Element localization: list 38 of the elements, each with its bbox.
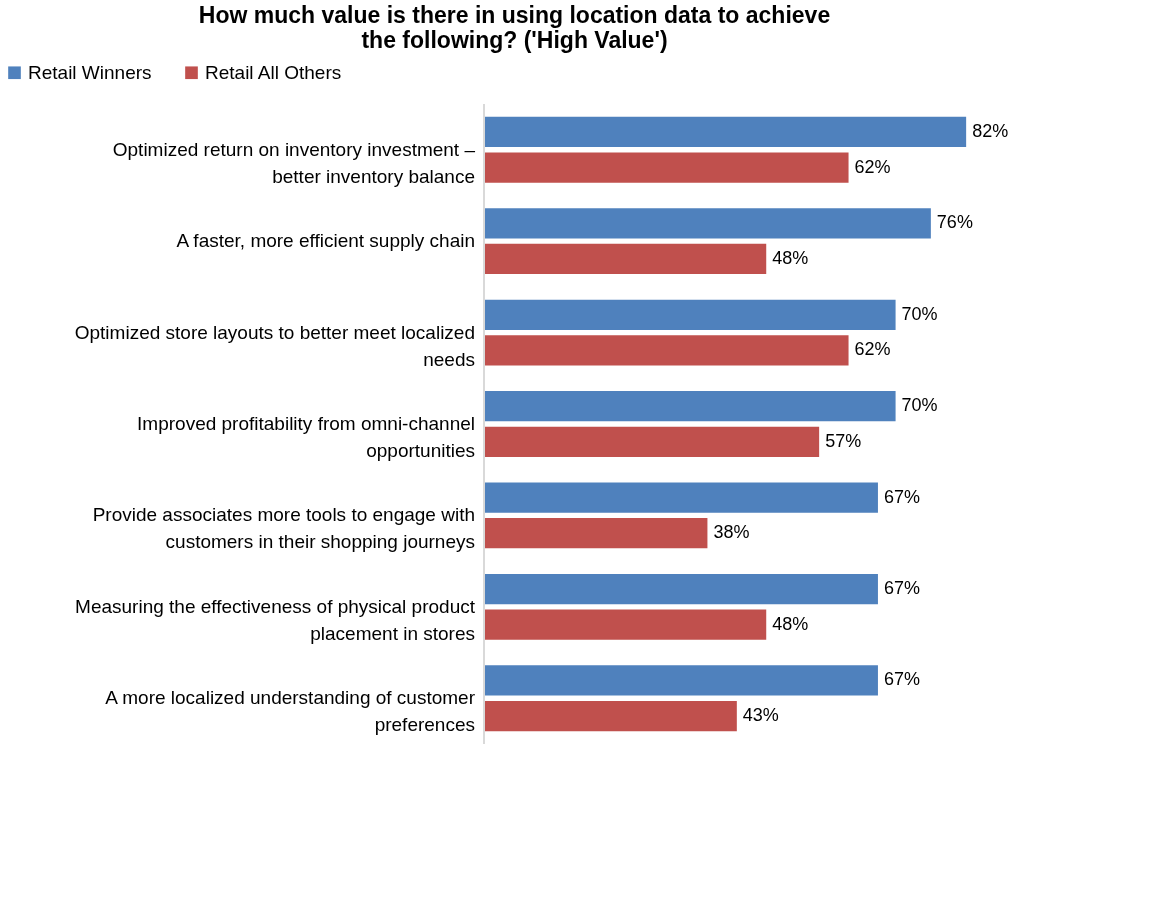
data-label: 67% xyxy=(883,669,920,690)
bar xyxy=(484,665,878,696)
data-label: 48% xyxy=(772,613,809,634)
bar xyxy=(484,518,708,549)
bar xyxy=(484,573,878,605)
bar xyxy=(484,482,878,513)
data-label: 67% xyxy=(883,578,920,599)
chart-title: How much value is there in using location data to achieve the following? ('High Value') xyxy=(198,2,831,53)
y-tick-label: A faster, more efficient supply chain xyxy=(176,230,475,252)
data-label: 70% xyxy=(901,395,938,416)
y-tick-label: Measuring the effectiveness of physical product placement in stores xyxy=(75,595,476,644)
y-tick-label: Improved profitability from omni-channel opportunities xyxy=(137,413,475,461)
data-label: 82% xyxy=(972,120,1009,141)
legend-label: Retail All Others xyxy=(205,61,342,83)
data-label: 62% xyxy=(854,156,891,177)
legend-label: Retail Winners xyxy=(28,61,152,83)
bar xyxy=(484,243,767,275)
bar xyxy=(484,391,896,422)
bar xyxy=(484,609,767,640)
y-tick-label: Optimized return on inventory investment – better inventory balance xyxy=(112,138,476,187)
y-tick-label: Provide associates more tools to engage with customers in their shopping journeys xyxy=(92,504,475,553)
bar xyxy=(484,152,849,183)
data-label: 48% xyxy=(772,247,809,268)
data-label: 62% xyxy=(854,339,891,360)
data-label: 43% xyxy=(742,705,779,726)
bar xyxy=(484,700,737,732)
bar xyxy=(484,208,931,239)
bar xyxy=(484,116,967,148)
data-label: 67% xyxy=(883,486,920,507)
data-label: 57% xyxy=(825,430,862,451)
bar xyxy=(484,426,820,457)
data-label: 70% xyxy=(901,303,938,324)
bar xyxy=(484,299,896,330)
bar xyxy=(484,335,849,366)
data-label: 76% xyxy=(936,212,973,233)
y-tick-label: A more localized understanding of customer preferences xyxy=(105,687,476,736)
data-label: 38% xyxy=(713,522,750,543)
y-tick-label: Optimized store layouts to better meet localized needs xyxy=(74,321,475,370)
